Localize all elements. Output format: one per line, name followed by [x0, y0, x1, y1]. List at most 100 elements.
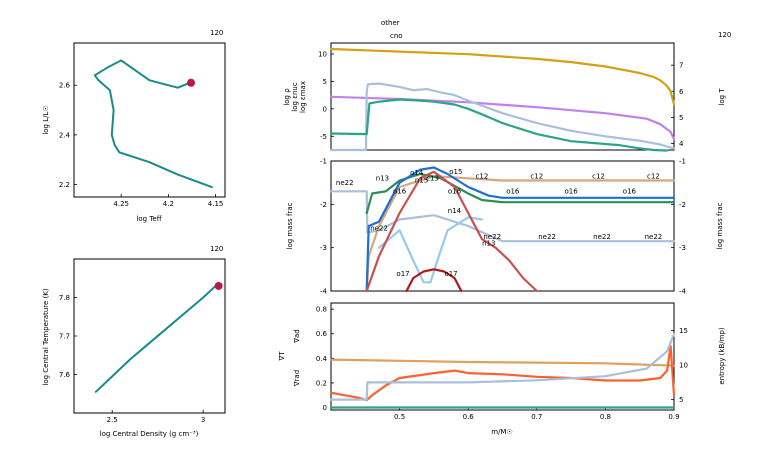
panel2-y-tick-label: -4 [320, 288, 328, 296]
other-label: other [381, 19, 400, 27]
panel2-yr-tick-label: -2 [679, 201, 686, 209]
panel1-frame [330, 42, 675, 151]
panel2-series-label: n13 [482, 240, 495, 248]
panel2-yr-tick-label: -4 [679, 288, 687, 296]
panel2-y-tick-label: -2 [320, 201, 327, 209]
panel2-series-label: c12 [476, 172, 489, 180]
center-y-tick-label: 7.8 [59, 294, 70, 302]
panel2-yr-tick-label: -3 [679, 244, 686, 252]
panel1-ylabel: log ρ [283, 88, 291, 106]
panel1-logT-line [329, 47, 676, 106]
center-x-tick-label: 3 [201, 416, 205, 424]
panel3-ylabel: ∇ad [293, 329, 301, 343]
panel2-series-label: ne22 [370, 224, 388, 232]
panel2-series-label: o16 [506, 188, 520, 196]
panel2-series-label: c12 [592, 172, 605, 180]
hr-ylabel: log L/L☉ [42, 105, 50, 134]
hr-y-tick-label: 2.4 [59, 131, 71, 139]
panel3-yr-tick-label: 15 [679, 327, 688, 335]
hr-y-tick-label: 2.6 [59, 82, 71, 90]
panel1-yr-tick-label: 6 [679, 88, 684, 96]
profiles-xlabel: m/M☉ [491, 428, 513, 436]
panel1-y-tick-label: 5 [323, 78, 327, 86]
panel2-series-label: o16 [393, 188, 407, 196]
panel1-yr-tick-label: 7 [679, 62, 683, 70]
panel2-series-label: c12 [647, 172, 660, 180]
hr-y-tick-label: 2.2 [59, 181, 70, 189]
panel2-series-label: o17 [396, 270, 409, 278]
panel1-eps_nuc-line [329, 98, 669, 152]
hr-current-marker [187, 78, 196, 87]
panel2-series-label: c12 [530, 172, 543, 180]
panel2-series-label: ne22 [483, 233, 501, 241]
panel2-series-label: ne22 [593, 233, 611, 241]
panel3-grad_ad-line [329, 358, 676, 367]
panel3-ylabel: ∇T [278, 351, 286, 362]
panel1-y-tick-label: -5 [320, 133, 327, 141]
panel2-series-label: o14 [410, 169, 424, 177]
center-current-marker [214, 281, 223, 290]
hr-xlabel: log Teff [136, 215, 161, 223]
panel2-yr-tick-label: -1 [679, 158, 686, 166]
panel2-series-label: c13 [426, 175, 439, 183]
panel2-y-tick-label: -3 [320, 244, 327, 252]
panel2-y-tick-label: -1 [320, 158, 327, 166]
panel2-series-label: o16 [623, 188, 637, 196]
panel1-yr-tick-label: 5 [679, 114, 683, 122]
center-xlabel: log Central Density (g cm⁻³) [100, 430, 199, 438]
center-x-tick-label: 2.5 [107, 416, 118, 424]
profiles-x-tick-label: 0.6 [463, 413, 475, 421]
hr-x-tick-label: 4.25 [113, 200, 129, 208]
panel1-yr-tick-label: 4 [679, 140, 684, 148]
panel3-frame [330, 302, 675, 411]
panel3-yr-tick-label: 10 [679, 362, 688, 370]
panel2-ne22-line [329, 190, 676, 243]
panel2-series-label: ne22 [645, 233, 663, 241]
panel2-o16-line [365, 166, 676, 293]
hr-x-tick-label: 4.15 [208, 200, 224, 208]
cno-label: cno [390, 32, 403, 40]
panel1-y-tick-label: 0 [323, 105, 327, 113]
center-y-tick-label: 7.6 [59, 371, 71, 379]
panel3-y-tick-label: 0.2 [316, 379, 327, 387]
panel1-y-tick-label: 10 [318, 50, 327, 58]
central-conditions-diagram: 2.5 3 7.6 7.7 7.8 log Central Density (g cm⁻… [42, 258, 226, 438]
profiles-x-tick-label: 0.9 [668, 413, 679, 421]
panel3-yr-tick-label: 5 [679, 396, 683, 404]
panel2-n14-line [377, 216, 483, 284]
panel2-series-label: ne22 [538, 233, 556, 241]
panel2-right-ylabel: log mass frac [716, 202, 724, 249]
panel1-eps_max-line [329, 82, 676, 152]
model-number-hr: 120 [210, 29, 223, 37]
panel1-rho-line [329, 95, 676, 141]
hr-track-line [93, 59, 213, 189]
panel2-series-label: n15 [415, 177, 428, 185]
center-ylabel: log Central Temperature (K) [42, 288, 50, 385]
hr-frame [73, 42, 226, 198]
hr-x-tick-label: 4.2 [163, 200, 174, 208]
profiles-x-tick-label: 0.5 [394, 413, 405, 421]
center-track-line [94, 283, 219, 393]
panel3-grad_rad-line [329, 344, 676, 402]
panel2-series-label: o17 [444, 270, 457, 278]
panel1-right-ylabel: log T [718, 88, 726, 106]
profiles-x-tick-label: 0.7 [531, 413, 542, 421]
panel3-entropy-line [329, 333, 676, 401]
model-number-profiles: 120 [718, 31, 731, 39]
panel1-ylabel: log εmax [299, 81, 307, 113]
center-y-tick-label: 7.7 [59, 333, 70, 341]
panel3-right-ylabel: entropy (kB/mp) [718, 327, 726, 385]
panel3-ylabel: ∇rad [293, 370, 301, 387]
panel2-frame [330, 160, 675, 292]
panel3-y-tick-label: 0.8 [316, 306, 327, 314]
panel2-ylabel: log mass frac [286, 202, 294, 249]
panel2-series-label: n14 [448, 207, 462, 215]
model-number-center: 120 [210, 245, 223, 253]
panel2-n13-line [365, 170, 538, 293]
profiles-x-tick-label: 0.8 [600, 413, 611, 421]
panel2-series-label: n13 [376, 175, 389, 183]
hr-diagram: 4.25 4.2 4.15 2.2 2.4 2.6 log Teff log L/L☉ [42, 42, 226, 223]
panel1-ylabel: log εnuc [291, 82, 299, 112]
